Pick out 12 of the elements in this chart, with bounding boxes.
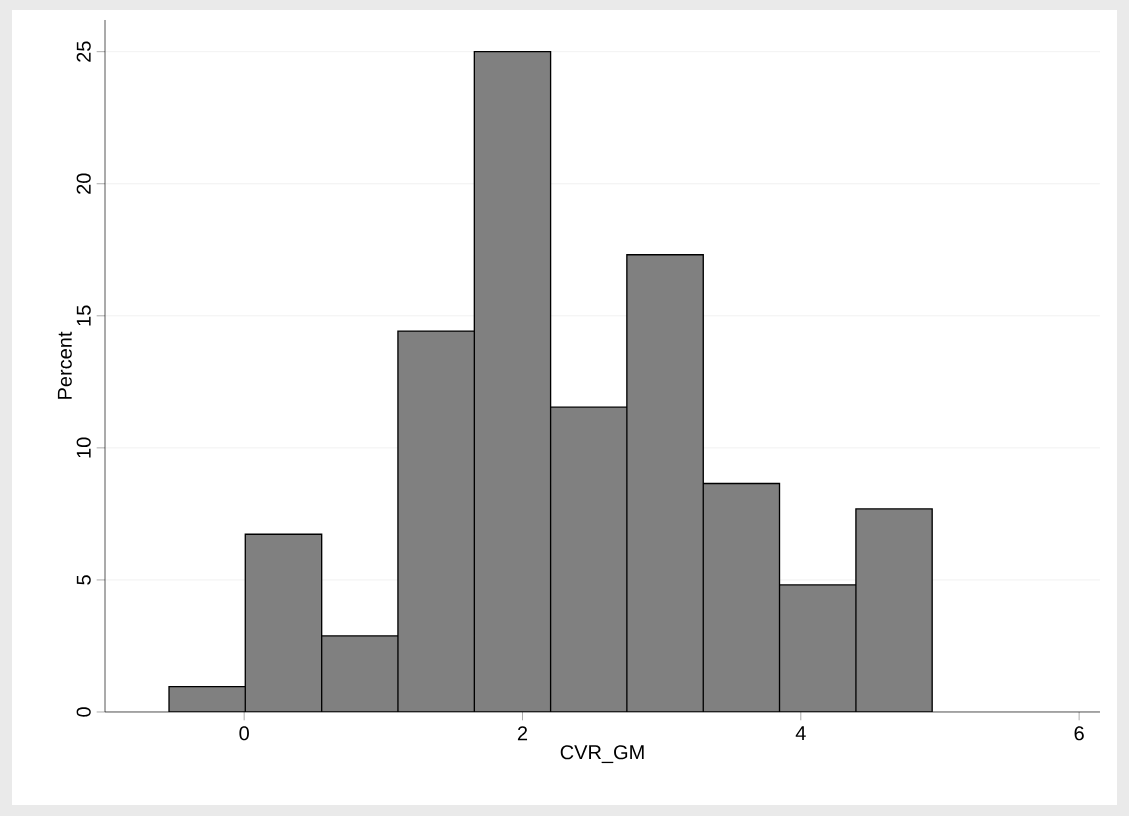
x-axis-title: CVR_GM: [560, 745, 644, 764]
y-tick-label: 20: [76, 173, 91, 194]
y-tick-label: 15: [76, 305, 91, 326]
y-tick-label: 5: [76, 575, 91, 585]
y-axis-title: Percent: [57, 331, 72, 399]
y-tick-label: 0: [76, 707, 91, 717]
y-tick-label: 10: [76, 437, 91, 458]
x-tick-label: 2: [517, 726, 528, 741]
y-tick-label: 25: [76, 41, 91, 62]
x-tick-label: 4: [795, 726, 806, 740]
x-tick-label: 6: [1074, 726, 1084, 741]
x-tick-label: 0: [239, 726, 249, 741]
